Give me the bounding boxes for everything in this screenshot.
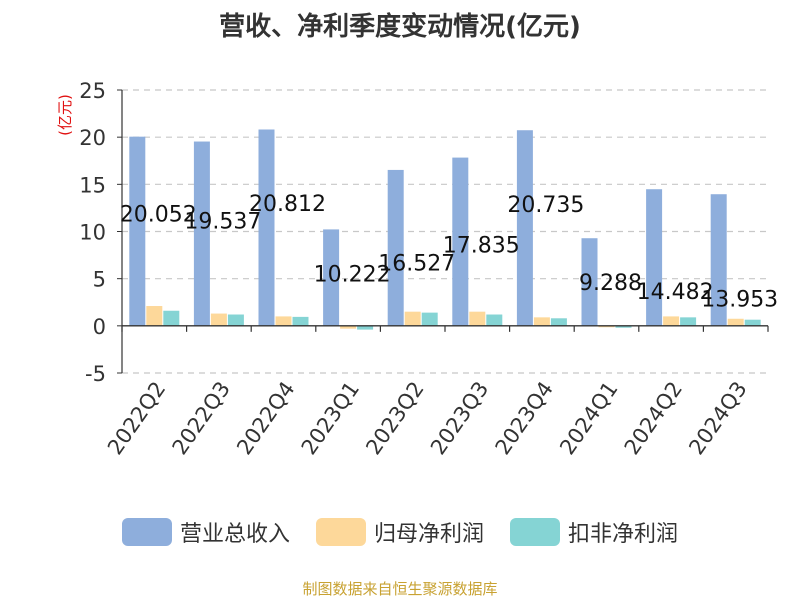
bar-2023Q4-series1 bbox=[533, 317, 550, 326]
bar-2024Q3-series2 bbox=[744, 319, 761, 326]
y-tick-label: -5 bbox=[85, 362, 106, 386]
bar-2022Q2-series1 bbox=[146, 306, 163, 326]
bar-2023Q3-series0 bbox=[452, 157, 469, 326]
legend-swatch-deducted-profit bbox=[510, 518, 560, 546]
bar-2023Q2-series2 bbox=[421, 312, 438, 326]
bar-2024Q2-series0 bbox=[646, 189, 663, 326]
data-label-2024Q3: 13.953 bbox=[701, 287, 778, 312]
bar-2023Q2-series1 bbox=[404, 311, 421, 326]
data-label-2023Q4: 20.735 bbox=[507, 193, 584, 218]
source-note: 制图数据来自恒生聚源数据库 bbox=[302, 580, 498, 598]
legend-label-net-profit: 归母净利润 bbox=[373, 522, 484, 547]
data-label-2022Q2: 20.052 bbox=[120, 202, 197, 227]
bar-2023Q4-series2 bbox=[550, 318, 567, 326]
y-tick-label: 20 bbox=[79, 126, 106, 150]
data-label-2024Q1: 9.288 bbox=[579, 271, 642, 296]
x-tick-label-2023Q1: 2023Q1 bbox=[297, 377, 364, 459]
x-tick-label-2024Q1: 2024Q1 bbox=[555, 377, 622, 459]
bar-2024Q3-series0 bbox=[710, 194, 727, 326]
bar-2022Q3-series2 bbox=[227, 314, 244, 326]
bar-2022Q3-series1 bbox=[210, 313, 227, 326]
y-tick-label: 25 bbox=[79, 79, 106, 103]
bar-2023Q4-series0 bbox=[516, 130, 533, 326]
chart-title: 营收、净利季度变动情况(亿元) bbox=[219, 12, 581, 42]
bar-2022Q2-series2 bbox=[163, 310, 180, 326]
bar-2024Q1-series0 bbox=[581, 238, 598, 326]
bar-2023Q1-series2 bbox=[357, 325, 374, 330]
x-tick-label-2024Q3: 2024Q3 bbox=[684, 377, 751, 459]
bar-2022Q4-series0 bbox=[258, 129, 275, 326]
legend-swatch-revenue bbox=[121, 518, 172, 546]
y-tick-label: 10 bbox=[79, 221, 106, 245]
bar-2023Q3-series2 bbox=[486, 314, 503, 326]
y-tick-label: 15 bbox=[79, 173, 106, 197]
chart-legend: 营业总收入 归母净利润 扣非净利润 bbox=[0, 516, 800, 548]
legend-item-deducted-profit[interactable]: 扣非净利润 bbox=[510, 516, 678, 548]
data-label-2023Q2: 16.527 bbox=[378, 252, 455, 277]
bar-2023Q2-series0 bbox=[387, 169, 404, 326]
bar-2024Q1-series2 bbox=[615, 325, 632, 328]
bar-2022Q3-series0 bbox=[193, 141, 210, 326]
bar-2022Q4-series1 bbox=[275, 316, 292, 326]
data-label-2022Q4: 20.812 bbox=[249, 192, 326, 217]
bar-2023Q1-series0 bbox=[323, 229, 340, 326]
data-label-2023Q1: 10.222 bbox=[314, 262, 391, 287]
legend-item-revenue[interactable]: 营业总收入 bbox=[121, 516, 290, 548]
legend-label-revenue: 营业总收入 bbox=[179, 522, 290, 547]
bar-2024Q2-series2 bbox=[680, 317, 697, 326]
bar-2022Q2-series0 bbox=[129, 136, 146, 326]
legend-item-net-profit[interactable]: 归母净利润 bbox=[315, 516, 484, 548]
bar-2024Q2-series1 bbox=[663, 316, 680, 326]
data-label-2023Q3: 17.835 bbox=[443, 233, 520, 258]
x-tick-label-2022Q4: 2022Q4 bbox=[232, 377, 299, 459]
bar-2024Q3-series1 bbox=[727, 318, 744, 326]
x-tick-label-2023Q4: 2023Q4 bbox=[491, 377, 558, 459]
x-tick-label-2023Q3: 2023Q3 bbox=[426, 377, 493, 459]
bar-2024Q1-series1 bbox=[598, 325, 615, 328]
y-tick-label: 0 bbox=[93, 315, 106, 339]
data-label-2022Q3: 19.537 bbox=[184, 210, 261, 235]
legend-label-deducted-profit: 扣非净利润 bbox=[568, 522, 679, 547]
data-label-2024Q2: 14.482 bbox=[637, 280, 714, 305]
legend-swatch-net-profit bbox=[315, 518, 366, 546]
x-tick-label-2022Q3: 2022Q3 bbox=[168, 377, 235, 459]
x-tick-label-2023Q2: 2023Q2 bbox=[361, 377, 428, 459]
x-tick-label-2024Q2: 2024Q2 bbox=[620, 377, 687, 459]
bar-2023Q1-series1 bbox=[340, 325, 357, 329]
y-axis-label: (亿元) bbox=[56, 94, 74, 136]
bar-2022Q4-series2 bbox=[292, 316, 309, 326]
y-tick-label: 5 bbox=[93, 268, 106, 292]
x-tick-label-2022Q2: 2022Q2 bbox=[103, 377, 170, 459]
bar-2023Q3-series1 bbox=[469, 311, 486, 326]
